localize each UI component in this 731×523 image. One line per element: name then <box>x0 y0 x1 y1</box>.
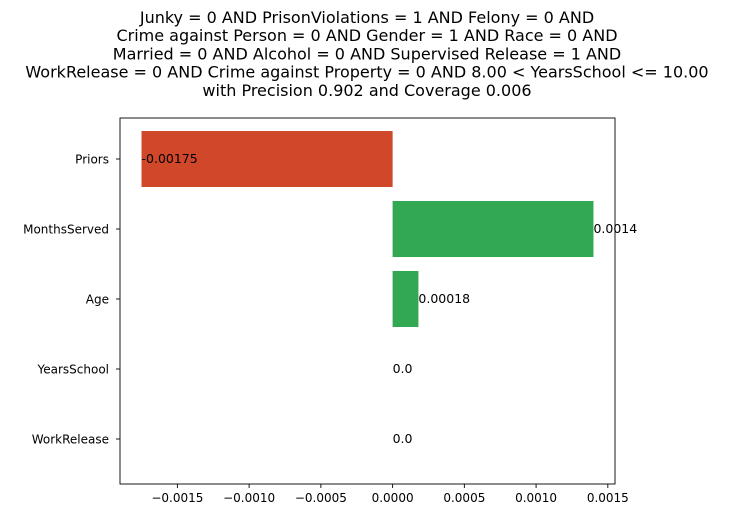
value-label-YearsSchool: 0.0 <box>393 361 413 376</box>
value-label-MonthsServed: 0.0014 <box>593 221 637 236</box>
x-tick-label-0: −0.0015 <box>151 491 203 505</box>
x-tick-label-4: 0.0005 <box>443 491 485 505</box>
y-tick-label-YearsSchool: YearsSchool <box>37 363 110 377</box>
value-labels: -0.00175 0.0014 0.00018 0.0 0.0 <box>142 151 638 446</box>
title-line-1: Crime against Person = 0 AND Gender = 1 … <box>116 26 617 45</box>
title-line-4: with Precision 0.902 and Coverage 0.006 <box>202 81 531 100</box>
title-line-0: Junky = 0 AND PrisonViolations = 1 AND F… <box>139 8 594 27</box>
bar-MonthsServed <box>392 201 594 257</box>
axes: Priors MonthsServed Age YearsSchool WorkRele… <box>23 117 629 505</box>
y-tick-label-Priors: Priors <box>75 153 109 167</box>
x-tick-label-1: −0.0010 <box>223 491 275 505</box>
value-label-Age: 0.00018 <box>418 291 470 306</box>
value-label-WorkRelease: 0.0 <box>393 431 413 446</box>
x-tick-label-2: −0.0005 <box>295 491 347 505</box>
x-tick-label-6: 0.0015 <box>587 491 629 505</box>
plot-frame <box>119 117 616 485</box>
chart-title: Junky = 0 AND PrisonViolations = 1 AND F… <box>25 8 708 100</box>
title-line-3: WorkRelease = 0 AND Crime against Proper… <box>25 63 708 82</box>
x-tick-label-5: 0.0010 <box>515 491 557 505</box>
bar-Age <box>392 271 419 327</box>
x-tick-label-3: 0.0000 <box>372 491 414 505</box>
y-tick-label-MonthsServed: MonthsServed <box>23 223 109 237</box>
value-label-Priors: -0.00175 <box>142 151 198 166</box>
y-tick-label-Age: Age <box>86 293 109 307</box>
title-line-2: Married = 0 AND Alcohol = 0 AND Supervis… <box>113 44 621 63</box>
bar-Priors <box>141 131 393 187</box>
bars <box>141 131 594 327</box>
y-tick-label-WorkRelease: WorkRelease <box>32 433 109 447</box>
